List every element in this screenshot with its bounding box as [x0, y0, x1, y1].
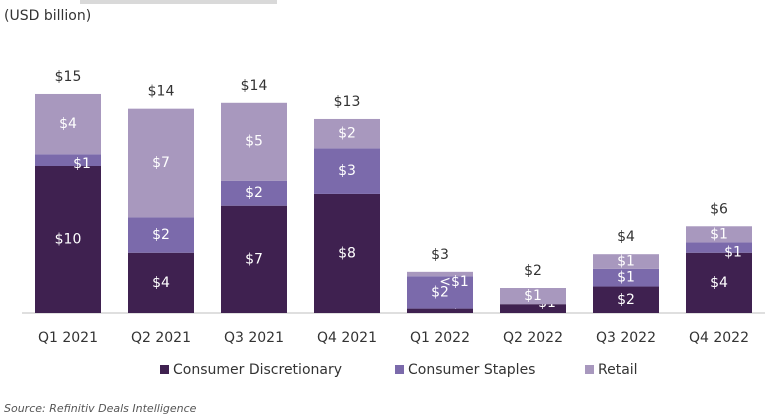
segment-label: $7 [245, 251, 263, 267]
segment-label: $10 [55, 232, 82, 248]
segment-label: $4 [59, 116, 77, 132]
bar-segment [128, 108, 194, 218]
segment-label: $1 [617, 254, 635, 270]
bar-segment [593, 254, 659, 269]
bar-segment [407, 271, 473, 277]
segment-label: $2 [152, 227, 170, 243]
segment-label: $1 [524, 288, 542, 304]
legend-swatch [585, 365, 594, 374]
x-tick-label: Q1 2022 [410, 330, 470, 346]
bar-segment [128, 217, 194, 253]
total-label: $2 [524, 263, 542, 279]
bar-segment [35, 154, 101, 166]
bar-segment [221, 102, 287, 181]
bar-segment [686, 242, 752, 253]
bar-segment [407, 308, 473, 313]
bar-segment [128, 252, 194, 313]
x-tick-label: Q1 2021 [38, 330, 98, 346]
segment-label: $1 [617, 270, 635, 286]
legend-label: Consumer Discretionary [173, 362, 342, 378]
chart-subtitle: (USD billion) [4, 8, 91, 24]
bar-segment [500, 288, 566, 305]
bar-segment [593, 268, 659, 287]
legend-swatch [160, 365, 169, 374]
segment-label: $2 [338, 126, 356, 142]
total-label: $14 [241, 78, 268, 94]
total-label: $4 [617, 229, 635, 245]
legend-swatch [395, 365, 404, 374]
segment-label: $4 [710, 275, 728, 291]
total-label: $3 [431, 247, 449, 263]
bar-segment [407, 276, 473, 309]
bar-segment [221, 205, 287, 313]
header-bar [80, 0, 277, 4]
x-tick-label: Q3 2021 [224, 330, 284, 346]
total-label: $13 [334, 94, 361, 110]
bar-segment [314, 148, 380, 194]
bar-segment [593, 286, 659, 313]
bar-segment [35, 166, 101, 313]
segment-label: $2 [617, 292, 635, 308]
legend-label: Consumer Staples [408, 362, 535, 378]
total-label: $14 [148, 84, 175, 100]
segment-label: $2 [431, 284, 449, 300]
segment-label: $5 [245, 134, 263, 150]
bar-segment [314, 193, 380, 313]
segment-label: <$1 [439, 274, 469, 290]
segment-label: $8 [338, 245, 356, 261]
segment-label: $3 [338, 163, 356, 179]
bar-segment [500, 304, 566, 313]
x-tick-label: Q2 2021 [131, 330, 191, 346]
total-label: $6 [710, 201, 728, 217]
x-tick-label: Q2 2022 [503, 330, 563, 346]
segment-label: $2 [245, 185, 263, 201]
x-tick-label: Q4 2021 [317, 330, 377, 346]
bar-segment [686, 252, 752, 313]
bar-segment [686, 226, 752, 243]
bar-segment [314, 118, 380, 149]
segment-label: $1 [73, 156, 91, 172]
segment-label: $1 [724, 244, 742, 260]
segment-label: $4 [152, 275, 170, 291]
bar-segment [35, 93, 101, 155]
bar-segment [221, 180, 287, 206]
x-tick-label: Q4 2022 [689, 330, 749, 346]
segment-label: $1 [710, 226, 728, 242]
segment-label: $7 [152, 155, 170, 171]
x-tick-label: Q3 2022 [596, 330, 656, 346]
source: Source: Refinitiv Deals Intelligence [4, 402, 197, 415]
total-label: $15 [55, 69, 82, 85]
legend-label: Retail [598, 362, 638, 378]
